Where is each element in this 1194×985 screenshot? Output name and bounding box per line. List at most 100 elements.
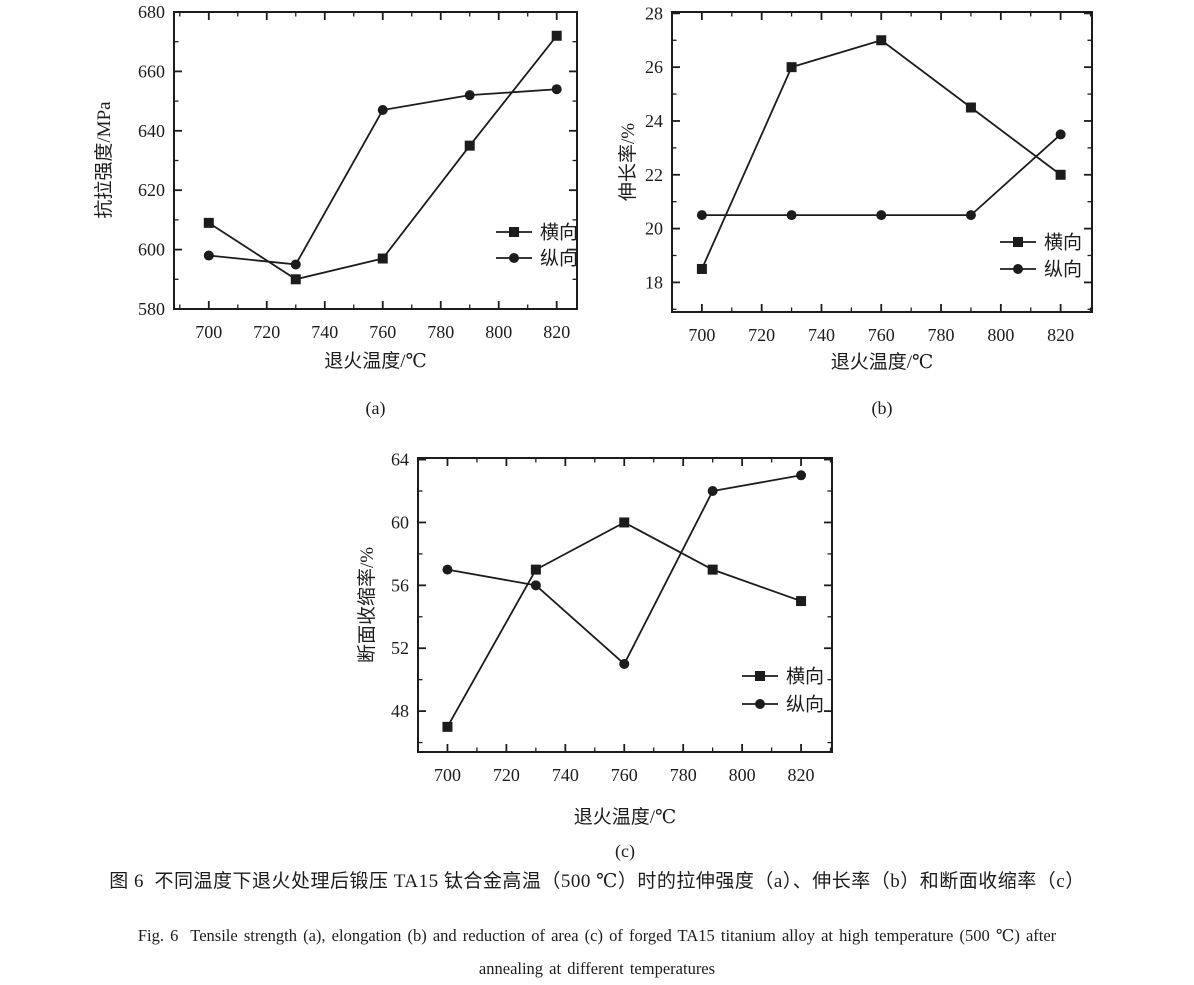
legend-label: 纵向 [540,248,578,270]
x-tick-label: 740 [552,765,579,785]
data-point-marker [551,30,562,41]
chart-c: 700 720 740 760 780 800 820 48 52 56 60 64 横向纵向退火温度/… [356,450,833,862]
y-tick-label: 580 [138,299,165,319]
series-transverse [696,35,1066,274]
data-point-marker [464,140,475,151]
x-axis-label: 退火温度/℃ [574,806,677,828]
data-point-marker [696,263,707,274]
data-point-marker [551,84,562,95]
y-tick-label: 56 [391,575,409,595]
series-line [208,35,558,281]
caption-english-line2: annealing at different temperatures [478,959,716,978]
x-tick-label: 820 [543,322,570,342]
legend-marker [755,671,765,681]
series-longitudinal [203,84,562,270]
x-tick-label: 740 [311,322,338,342]
series-transverse [442,517,807,732]
x-tick-label: 700 [195,322,222,342]
data-point-marker [377,105,388,116]
legend-label: 纵向 [1044,259,1082,281]
y-tick-label: 660 [138,61,165,81]
series-longitudinal [696,129,1066,221]
series-line [701,39,1062,270]
data-point-marker [203,217,214,228]
series-line [208,88,557,266]
x-tick-label: 800 [729,765,756,785]
y-tick-label: 52 [391,638,409,658]
series-transverse [203,30,562,285]
data-point-marker [619,658,630,669]
x-axis-label: 退火温度/℃ [324,350,427,372]
series-line [446,521,802,728]
data-point-marker [530,564,541,575]
legend-marker [509,253,519,263]
y-axis-label: 伸长率/% [617,123,639,201]
x-tick-label: 820 [788,765,815,785]
data-point-marker [377,253,388,264]
x-tick-label: 760 [611,765,638,785]
data-point-marker [290,259,301,270]
data-point-marker [442,564,453,575]
y-tick-label: 48 [391,701,409,721]
y-tick-label: 24 [645,111,663,131]
data-point-marker [707,564,718,575]
x-tick-label: 720 [253,322,280,342]
data-point-marker [203,250,214,261]
y-tick-label: 680 [138,2,165,22]
x-tick-label: 800 [485,322,512,342]
plot-border [417,457,833,753]
y-axis-label: 断面收缩率/% [356,547,378,663]
x-tick-label: 740 [808,325,835,345]
data-point-marker [619,517,630,528]
x-axis-label: 退火温度/℃ [831,351,934,373]
legend-marker [1013,237,1023,247]
y-tick-label: 26 [645,57,663,77]
y-tick-label: 22 [645,165,663,185]
series-longitudinal [442,470,807,669]
data-point-marker [796,470,807,481]
y-tick-label: 640 [138,121,165,141]
x-tick-label: 780 [928,325,955,345]
axis-ticks [671,12,1092,312]
data-point-marker [786,210,797,221]
plot-border [173,11,578,310]
series-line [447,474,802,666]
data-point-marker [290,274,301,285]
x-tick-label: 780 [670,765,697,785]
data-point-marker [1055,169,1066,180]
y-tick-label: 20 [645,219,663,239]
data-point-marker [786,62,797,73]
legend-marker [1013,264,1023,274]
data-point-marker [1055,129,1066,140]
legend-label: 横向 [540,222,578,244]
x-tick-label: 720 [748,325,775,345]
x-tick-label: 760 [868,325,895,345]
caption-english-line1: Fig. 6 Tensile strength (a), elongation … [137,926,1057,945]
y-tick-label: 620 [138,180,165,200]
y-axis-label: 抗拉强度/MPa [93,101,115,219]
x-tick-label: 820 [1047,325,1074,345]
data-point-marker [530,580,541,591]
x-tick-label: 700 [434,765,461,785]
axis-ticks [174,11,577,310]
legend-marker [755,699,765,709]
data-point-marker [796,596,807,607]
chart-a: 700 720 740 760 780 800 820 580 600 620 640 660 680 横… [93,2,578,419]
x-tick-label: 700 [688,325,715,345]
legend-label: 纵向 [786,694,824,716]
x-tick-label: 780 [427,322,454,342]
chart-b: 700 720 740 760 780 800 820 18 20 22 24 26 28 横向纵向退火温… [617,3,1093,419]
data-point-marker [965,210,976,221]
axis-ticks [417,458,832,752]
data-point-marker [876,35,887,46]
panel-label: (c) [615,841,635,862]
y-tick-label: 28 [645,3,663,23]
data-point-marker [464,90,475,101]
y-tick-label: 600 [138,240,165,260]
data-point-marker [696,210,707,221]
panel-label: (b) [872,398,893,419]
